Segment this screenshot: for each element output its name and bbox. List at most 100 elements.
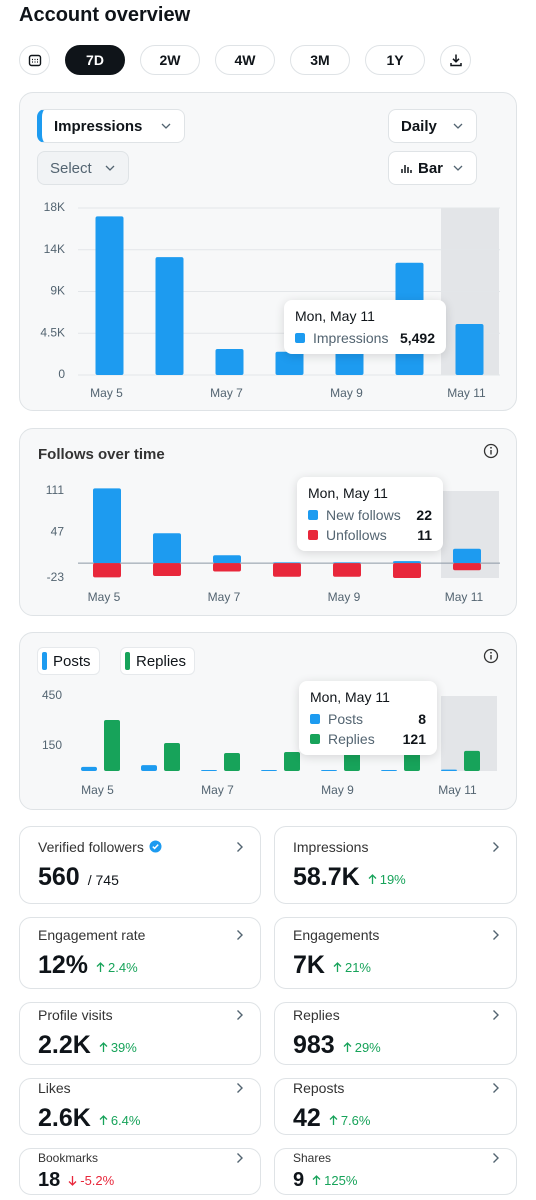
legend-item[interactable]: Posts [37, 647, 100, 675]
legend-label: Posts [53, 652, 91, 670]
stat-card[interactable]: Replies 983 29% [274, 1002, 517, 1065]
stat-header: Impressions [293, 839, 500, 855]
down-arrow [68, 1176, 77, 1186]
up-arrow [329, 1115, 338, 1125]
interval-label: Daily [401, 117, 437, 135]
tooltip-value: 121 [402, 731, 426, 747]
tooltip-row: Impressions 5,492 [295, 330, 435, 346]
stat-value-row: 560 / 745 [38, 863, 244, 892]
info-icon[interactable] [483, 648, 499, 664]
range-button[interactable]: 2W [140, 45, 200, 75]
stat-value: 560 [38, 862, 80, 891]
stat-label: Likes [38, 1080, 71, 1096]
stat-value: 12% [38, 950, 89, 979]
stat-label: Reposts [293, 1080, 345, 1096]
stat-card[interactable]: Profile visits 2.2K 39% [19, 1002, 261, 1065]
tooltip: Mon, May 11 New follows 22 Unfollows 11 [297, 477, 443, 551]
chevron-icon [237, 841, 243, 852]
style-group: Bar [401, 160, 443, 177]
chevron-icon [493, 841, 499, 852]
tooltip-value: 8 [418, 711, 426, 727]
posts-panel: Posts Replies [19, 632, 517, 810]
stat-card[interactable]: Impressions 58.7K 19% [274, 826, 517, 904]
page-title: Account overview [19, 4, 191, 26]
tooltip-value: 22 [416, 507, 432, 523]
stat-value: 58.7K [293, 862, 360, 891]
info-icon[interactable] [483, 443, 499, 459]
chevron-icon [237, 929, 243, 940]
compare-dropdown[interactable]: Select [37, 151, 129, 185]
metric-label: Impressions [54, 117, 143, 135]
tooltip-swatch [310, 714, 320, 724]
stat-label: Bookmarks [38, 1151, 99, 1165]
range-button[interactable]: 7D [65, 45, 125, 75]
stat-change: 19% [368, 872, 406, 887]
bar-icon [401, 165, 412, 173]
stat-value-row: 2.2K 39% [38, 1031, 244, 1060]
legend-item[interactable]: Replies [120, 647, 196, 675]
stat-value-row: 7K 21% [293, 951, 500, 980]
stat-total: / 745 [87, 871, 119, 888]
legend-swatch [125, 652, 130, 670]
stat-card[interactable]: Reposts 42 7.6% [274, 1078, 517, 1135]
style-dropdown[interactable]: Bar [388, 151, 477, 185]
chevron-icon [237, 1010, 243, 1020]
tooltip-series: Replies [310, 731, 375, 747]
up-arrow [99, 1042, 108, 1052]
stat-card[interactable]: Likes 2.6K 6.4% [19, 1078, 261, 1135]
stat-header: Profile visits [38, 1007, 244, 1023]
stat-change: -5.2% [68, 1173, 114, 1188]
chevron-icon [105, 165, 115, 171]
tooltip-swatch [310, 734, 320, 744]
stat-value: 42 [293, 1104, 321, 1132]
stat-change-value: 19% [379, 871, 406, 887]
download-button[interactable] [440, 45, 471, 75]
stat-value: 9 [293, 1169, 305, 1191]
tooltip-name: Impressions [313, 330, 389, 346]
range-button[interactable]: 3M [290, 45, 350, 75]
stat-change: 39% [99, 1040, 137, 1055]
legend-label: Replies [136, 652, 187, 670]
metric-dropdown[interactable]: Impressions [37, 109, 185, 143]
up-arrow [99, 1115, 108, 1125]
interval-dropdown[interactable]: Daily [388, 109, 477, 143]
stat-change-value: 21% [344, 959, 371, 975]
up-arrow [343, 1042, 352, 1052]
stat-card[interactable]: Bookmarks 18 -5.2% [19, 1148, 261, 1195]
range-button[interactable]: 1Y [365, 45, 425, 75]
stat-header: Engagement rate [38, 927, 244, 943]
stat-label: Replies [293, 1007, 340, 1023]
tooltip-name: Posts [328, 711, 364, 727]
range-button[interactable]: 4W [215, 45, 275, 75]
chevron-icon [493, 1153, 499, 1163]
stat-header: Engagements [293, 927, 500, 943]
stat-label: Engagement rate [38, 926, 146, 943]
stat-card[interactable]: Engagement rate 12% 2.4% [19, 917, 261, 989]
stat-card[interactable]: Shares 9 125% [274, 1148, 517, 1195]
tooltip-title: Mon, May 11 [308, 485, 388, 501]
chevron-icon [453, 165, 463, 171]
calendar-button[interactable] [19, 45, 50, 75]
stat-card[interactable]: Verified followers 560 / 745 [19, 826, 261, 904]
stat-card[interactable]: Engagements 7K 21% [274, 917, 517, 989]
stat-value: 983 [293, 1031, 335, 1059]
stat-value-row: 12% 2.4% [38, 951, 244, 980]
chevron-icon [237, 1153, 243, 1163]
stat-change-value: 29% [354, 1040, 381, 1055]
range-selector: 7D 2W 4W 3M 1Y [19, 45, 471, 75]
stat-value: 2.6K [38, 1104, 91, 1132]
stat-label: Shares [293, 1151, 332, 1165]
tooltip-title: Mon, May 11 [310, 689, 390, 705]
tooltip-row: Unfollows 11 [308, 527, 432, 543]
tooltip-name: Replies [328, 731, 375, 747]
stat-value-row: 42 7.6% [293, 1104, 500, 1133]
up-arrow [368, 873, 377, 884]
stat-header: Verified followers [38, 839, 244, 855]
download-icon [449, 54, 462, 67]
stat-change: 7.6% [329, 1113, 370, 1128]
stat-change-value: 6.4% [110, 1113, 141, 1128]
tooltip-row: Replies 121 [310, 731, 426, 747]
up-arrow [312, 1175, 321, 1185]
